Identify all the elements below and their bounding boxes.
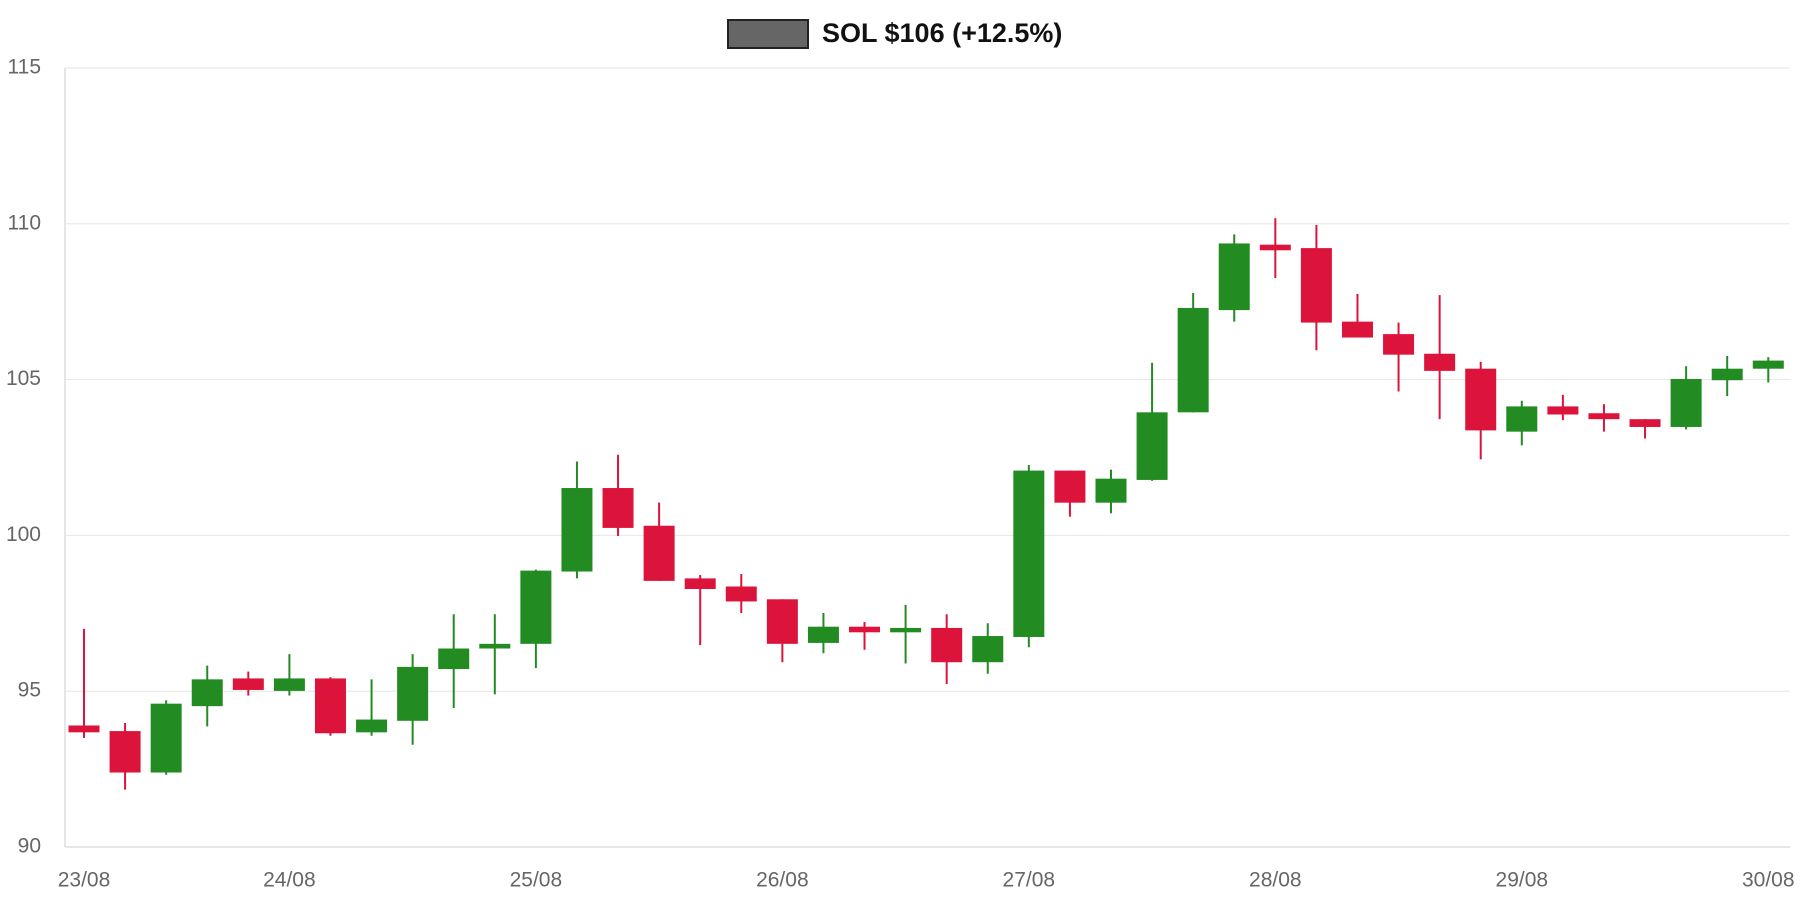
candle-body xyxy=(1629,419,1661,427)
candle-body xyxy=(150,703,182,773)
candle-body xyxy=(1177,307,1209,413)
candle-body xyxy=(397,666,429,721)
y-tick-label: 115 xyxy=(8,56,41,79)
candle-body xyxy=(931,627,963,663)
y-tick-label: 95 xyxy=(18,679,41,702)
x-tick-label: 29/08 xyxy=(1496,869,1549,892)
candle-body xyxy=(438,648,470,670)
y-tick-label: 100 xyxy=(6,523,41,546)
y-tick-label: 105 xyxy=(6,367,41,390)
candle-body xyxy=(1013,470,1045,637)
candle-body xyxy=(1259,244,1291,251)
candle-body xyxy=(1465,368,1497,431)
y-tick-label: 110 xyxy=(8,211,41,234)
x-tick-label: 23/08 xyxy=(58,869,111,892)
x-tick-label: 27/08 xyxy=(1003,869,1056,892)
candle-body xyxy=(314,678,346,734)
candle-body xyxy=(602,488,634,528)
candle-body xyxy=(1341,321,1373,338)
candle-body xyxy=(1383,334,1415,355)
candle-body xyxy=(972,636,1004,663)
candle-body xyxy=(1506,406,1538,432)
x-tick-label: 24/08 xyxy=(263,869,316,892)
candle-body xyxy=(191,679,223,707)
candle-body xyxy=(520,570,552,644)
candle-body xyxy=(1670,378,1702,427)
candle-body xyxy=(1424,353,1456,371)
candle-body xyxy=(273,678,305,691)
candle-body xyxy=(766,599,798,644)
candle-body xyxy=(109,731,141,773)
candle-body xyxy=(1218,243,1250,311)
candle-body xyxy=(890,627,922,633)
candle-body xyxy=(1054,470,1086,503)
candle-body xyxy=(232,678,264,690)
candle-body xyxy=(1752,360,1784,369)
candle-body xyxy=(1547,406,1579,415)
x-tick-label: 30/08 xyxy=(1742,869,1795,892)
candle-body xyxy=(356,719,388,733)
x-tick-label: 28/08 xyxy=(1249,869,1302,892)
candle-body xyxy=(643,525,675,581)
candle-body xyxy=(479,643,511,649)
candle-body xyxy=(1300,248,1332,323)
candle-body xyxy=(807,626,839,643)
candle-body xyxy=(725,586,757,602)
candle-body xyxy=(68,725,100,733)
candle-body xyxy=(1095,478,1127,503)
candle-body xyxy=(1136,412,1168,480)
candle-body xyxy=(1588,413,1620,420)
candle-body xyxy=(561,488,593,572)
y-tick-label: 90 xyxy=(18,835,41,858)
legend-swatch xyxy=(727,19,809,49)
candle-body xyxy=(1711,368,1743,381)
x-tick-label: 26/08 xyxy=(756,869,809,892)
legend-label: SOL $106 (+12.5%) xyxy=(822,18,1062,48)
x-tick-label: 25/08 xyxy=(510,869,563,892)
candle-body xyxy=(849,626,881,633)
candle-body xyxy=(684,578,716,589)
